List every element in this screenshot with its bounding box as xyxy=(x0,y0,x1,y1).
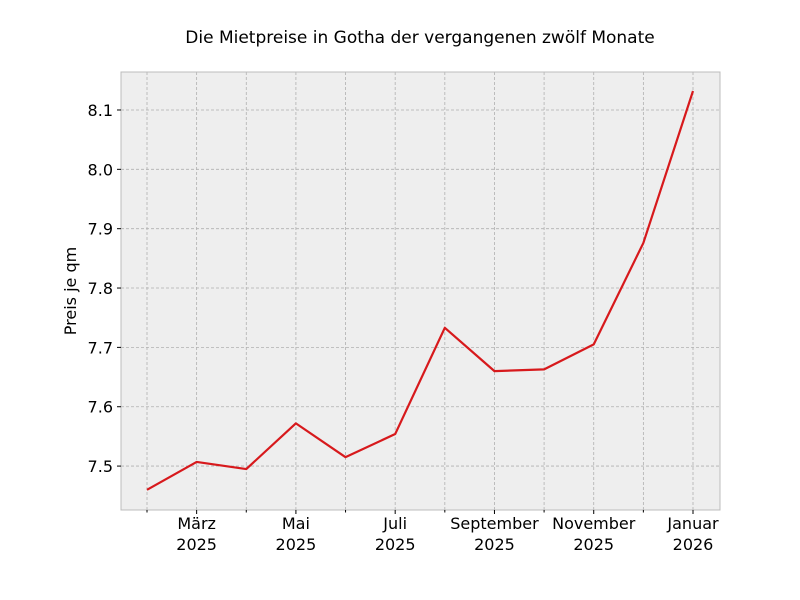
x-tick-label: September 2025 xyxy=(450,514,539,554)
y-tick-label: 8.1 xyxy=(88,101,113,120)
y-tick-label: 7.7 xyxy=(88,338,113,357)
chart-title: Die Mietpreise in Gotha der vergangenen … xyxy=(185,28,654,48)
plot-area xyxy=(121,72,720,510)
y-tick-label: 7.6 xyxy=(88,398,113,417)
x-tick-label: November 2025 xyxy=(552,514,636,554)
marks xyxy=(146,90,695,491)
x-tick-label: Mai 2025 xyxy=(276,514,317,554)
y-tick-label: 7.5 xyxy=(88,457,113,476)
grid xyxy=(121,72,720,510)
x-tick-label: Juli 2025 xyxy=(375,514,416,554)
data-line xyxy=(146,90,695,491)
x-tick-label: März 2025 xyxy=(176,514,217,554)
y-tick-label: 7.8 xyxy=(88,279,113,298)
plot-frame xyxy=(120,71,721,511)
y-tick-label: 8.0 xyxy=(88,160,113,179)
y-tick-label: 7.9 xyxy=(88,220,113,239)
y-axis-label: Preis je qm xyxy=(61,247,80,335)
x-tick-label: Januar 2026 xyxy=(666,514,719,554)
